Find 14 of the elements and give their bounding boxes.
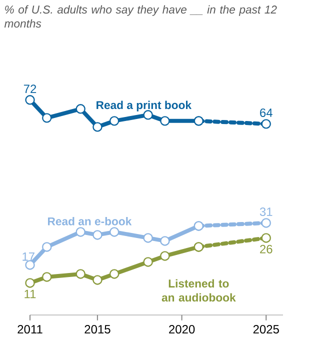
series-label: Listened to an audiobook [162, 279, 236, 302]
chart-title: % of U.S. adults who say they have __ in the past 12 months [4, 5, 277, 28]
data-label: 64 [260, 108, 272, 118]
data-label: 31 [260, 208, 272, 216]
data-label: 17 [22, 252, 34, 261]
x-tick-label: 2011 [18, 325, 42, 334]
x-tick-label: 2015 [84, 325, 110, 334]
series-label: Read a print book [96, 100, 192, 112]
data-label: 26 [260, 244, 272, 254]
data-label: 11 [24, 290, 36, 298]
x-tick-label: 2020 [169, 325, 195, 334]
series-label: Read an e-book [48, 217, 132, 226]
x-tick-label: 2025 [253, 325, 279, 334]
data-label: 72 [24, 84, 36, 93]
